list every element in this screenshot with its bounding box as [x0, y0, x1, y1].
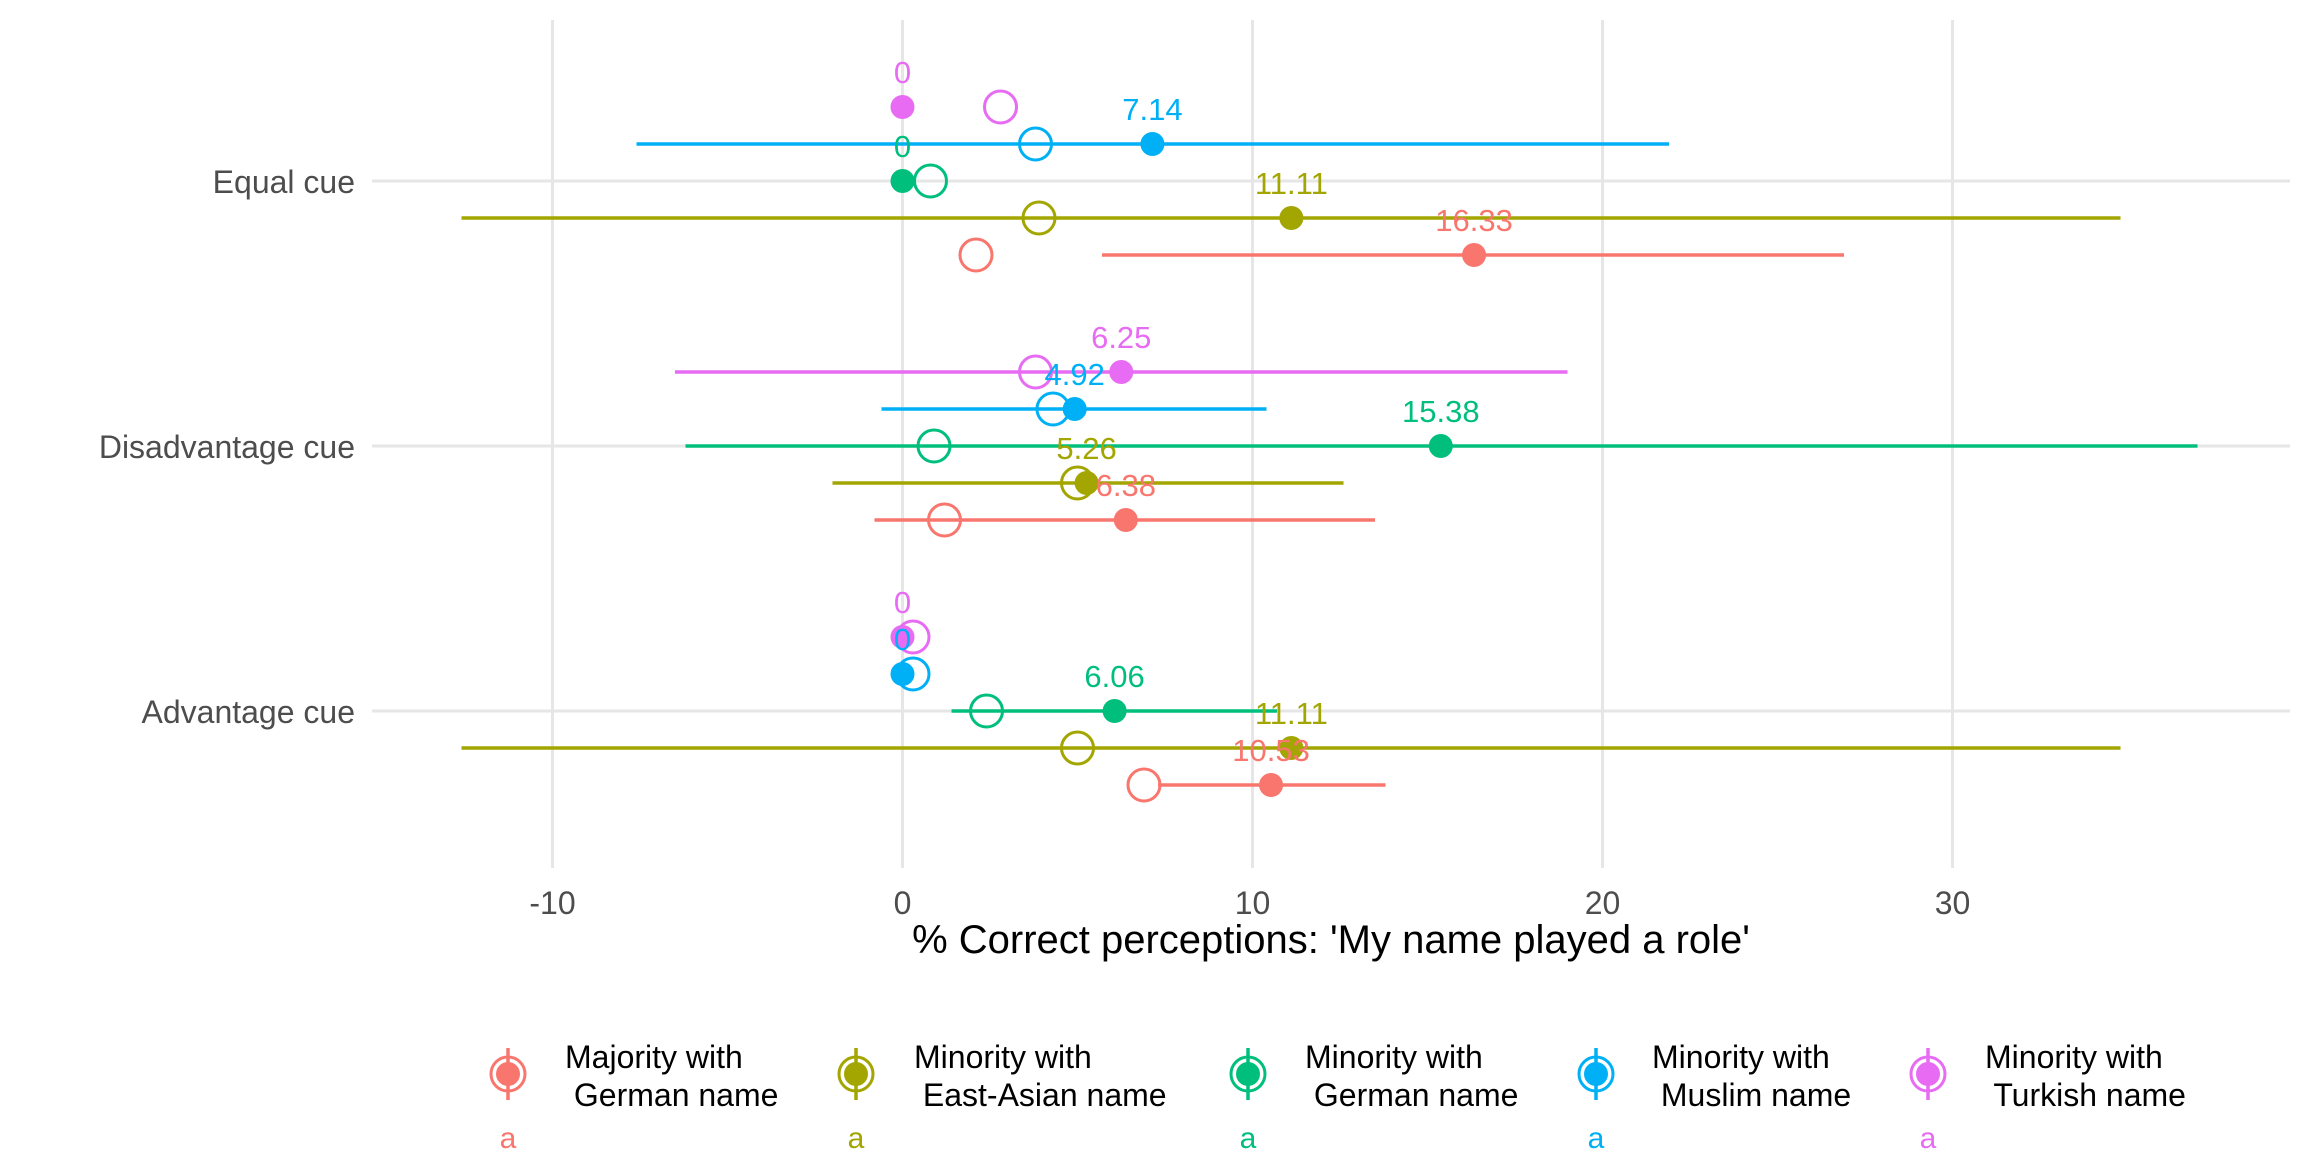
estimate-point — [1279, 206, 1304, 230]
data-label: 0 — [894, 585, 911, 620]
data-label: 4.92 — [1045, 357, 1105, 392]
estimate-point — [1428, 434, 1453, 458]
legend-key-estimate — [1916, 1062, 1940, 1086]
data-labels: 16.336.3810.5311.115.2611.11015.386.067.… — [894, 55, 1513, 768]
legend-label: Minority with Turkish name — [1985, 1039, 2186, 1113]
legend-key-estimate — [844, 1062, 868, 1086]
legend-key-estimate — [1236, 1062, 1260, 1086]
legend-key-estimate — [1584, 1062, 1608, 1086]
legend-significance-tag: a — [500, 1122, 517, 1152]
estimate-point — [1102, 699, 1127, 723]
legend-key-comparison — [837, 1055, 875, 1093]
legend-key-comparison — [1229, 1055, 1267, 1093]
data-label: 11.11 — [1255, 166, 1328, 201]
data-label: 0 — [894, 622, 911, 657]
data-label: 0 — [894, 55, 911, 90]
data-label: 10.53 — [1232, 733, 1310, 768]
data-label: 16.33 — [1435, 203, 1513, 238]
x-tick-label: 0 — [894, 885, 912, 921]
y-axis-labels: Equal cue Disadvantage cue Advantage cue — [99, 164, 355, 730]
comparison-point — [1021, 200, 1057, 236]
data-label: 11.11 — [1255, 696, 1328, 731]
x-tick-label: -10 — [529, 885, 575, 921]
legend-significance-tag: a — [1588, 1122, 1605, 1152]
estimate-point — [890, 625, 915, 649]
data-label: 6.25 — [1091, 320, 1151, 355]
comparison-point — [927, 502, 962, 538]
y-tick-label: Disadvantage cue — [99, 429, 355, 465]
comparison-point — [1018, 126, 1053, 162]
legend-key-estimate — [496, 1062, 520, 1086]
estimate-point — [1462, 243, 1487, 267]
x-axis-title: % Correct perceptions: 'My name played a… — [912, 918, 1750, 962]
legend-significance-tag: a — [848, 1122, 865, 1152]
data-label: 6.38 — [1096, 468, 1156, 503]
estimate-point — [1140, 132, 1165, 156]
comparison-point — [1126, 767, 1162, 803]
legend-item: Minority with East-Asian name a — [837, 1039, 1167, 1152]
estimate-point — [890, 662, 915, 686]
legend-item: Minority with Muslim name a — [1577, 1039, 1851, 1152]
legend-key-comparison — [1909, 1055, 1947, 1093]
comparison-point — [983, 89, 1018, 125]
x-tick-label: 20 — [1585, 885, 1621, 921]
comparison-point — [916, 428, 952, 464]
legend-significance-tag: a — [1240, 1122, 1257, 1152]
legend-key-comparison — [1577, 1055, 1615, 1093]
legend-key-comparison — [489, 1055, 527, 1093]
comparison-point — [958, 237, 994, 273]
comparison-point — [1018, 354, 1053, 390]
data-label: 5.26 — [1056, 431, 1116, 466]
x-tick-label: 30 — [1935, 885, 1971, 921]
estimate-point — [1279, 736, 1304, 760]
x-tick-label: 10 — [1235, 885, 1271, 921]
legend-label: Minority with Muslim name — [1652, 1039, 1851, 1113]
comparison-point — [969, 693, 1004, 729]
estimate-point — [890, 169, 915, 193]
estimate-point — [1259, 773, 1284, 797]
legend-significance-tag: a — [1920, 1122, 1937, 1152]
x-axis-tick-labels: -10 0 10 20 30 — [529, 885, 1970, 921]
data-marks — [461, 89, 2198, 803]
legend-item: Majority with German name a — [489, 1039, 778, 1152]
legend-label: Minority with German name — [1305, 1039, 1518, 1113]
legend-item: Minority with Turkish name a — [1909, 1039, 2186, 1152]
data-label: 7.14 — [1122, 92, 1182, 127]
legend-item: Minority with German name a — [1229, 1039, 1518, 1152]
data-label: 15.38 — [1402, 394, 1480, 429]
data-label: 0 — [894, 129, 911, 164]
y-tick-label: Advantage cue — [142, 694, 356, 730]
estimate-point — [1113, 508, 1138, 532]
legend-label: Minority with East-Asian name — [914, 1039, 1167, 1113]
estimate-point — [1074, 471, 1099, 495]
legend-label: Majority with German name — [565, 1039, 778, 1113]
estimate-point — [890, 95, 915, 119]
estimate-point — [1109, 360, 1134, 384]
comparison-point — [1060, 730, 1095, 766]
y-tick-label: Equal cue — [213, 164, 355, 200]
data-label: 6.06 — [1084, 659, 1144, 694]
estimate-point — [1062, 397, 1087, 421]
